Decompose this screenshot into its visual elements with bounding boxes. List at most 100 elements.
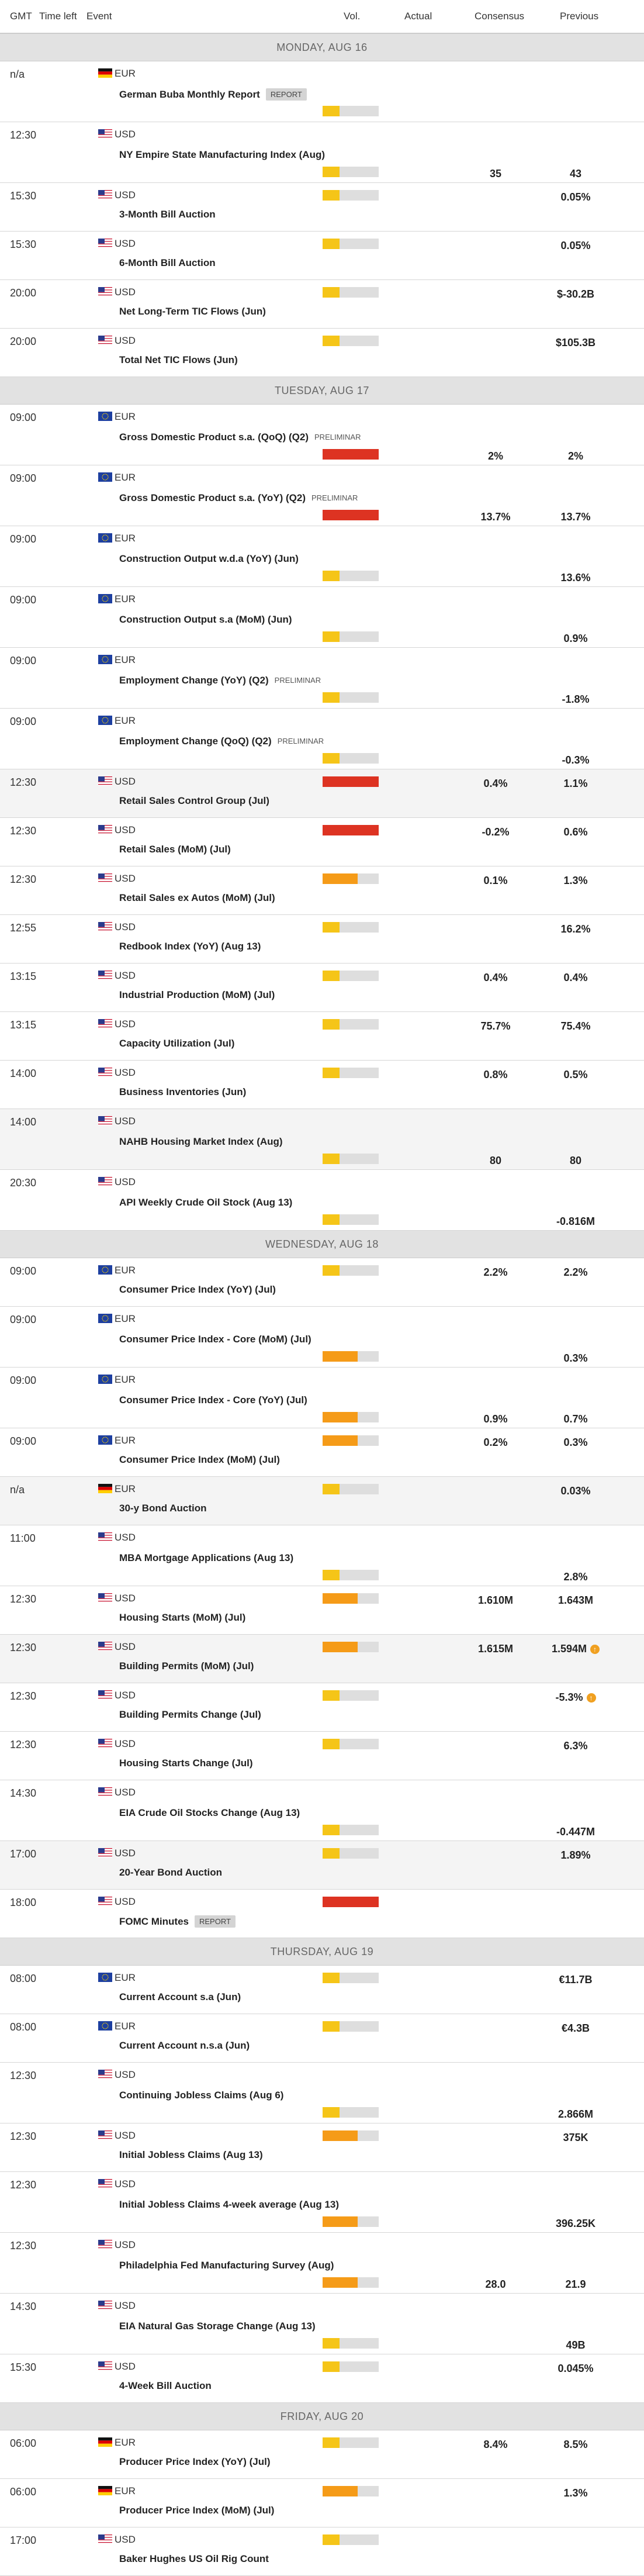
revised-icon[interactable]: ↑	[586, 1693, 596, 1703]
event-title[interactable]: NY Empire State Manufacturing Index (Aug…	[119, 149, 326, 160]
event-title[interactable]: 4-Week Bill Auction	[119, 2380, 212, 2391]
event-title[interactable]: Continuing Jobless Claims (Aug 6)	[119, 2090, 284, 2101]
event-row[interactable]: 12:30 USD NY Empire State Manufacturing In…	[0, 122, 644, 183]
event-row[interactable]: 06:00 EUR Producer Price Index (MoM) (Jul)…	[0, 2479, 644, 2527]
event-title[interactable]: EIA Crude Oil Stocks Change (Aug 13)	[119, 1807, 300, 1818]
col-actual[interactable]: Actual	[404, 11, 432, 22]
event-title[interactable]: Housing Starts (MoM) (Jul)	[119, 1612, 246, 1623]
event-row[interactable]: 09:00 EUR Employment Change (QoQ) (Q2) PREL…	[0, 709, 644, 769]
event-row[interactable]: 09:00 EUR Construction Output s.a (MoM) (J…	[0, 587, 644, 648]
event-row[interactable]: 08:00 EUR Current Account s.a (Jun) €11.7B	[0, 1966, 644, 2014]
col-vol[interactable]: Vol.	[344, 11, 361, 22]
event-title[interactable]: EIA Natural Gas Storage Change (Aug 13)	[119, 2321, 316, 2332]
event-row[interactable]: 09:00 EUR Consumer Price Index (MoM) (Jul)…	[0, 1428, 644, 1477]
event-row[interactable]: 15:30 USD 4-Week Bill Auction 0.045%	[0, 2354, 644, 2403]
event-title[interactable]: Consumer Price Index (YoY) (Jul)	[119, 1284, 276, 1295]
event-row[interactable]: 12:30 USD Retail Sales (MoM) (Jul) -0.2% 0.6…	[0, 818, 644, 866]
event-row[interactable]: 09:00 EUR Construction Output w.d.a (YoY) …	[0, 526, 644, 587]
event-row[interactable]: 09:00 EUR Gross Domestic Product s.a. (QoQ…	[0, 405, 644, 465]
event-title[interactable]: Current Account n.s.a (Jun)	[119, 2040, 250, 2051]
event-row[interactable]: 14:00 USD Business Inventories (Jun) 0.8% 0.…	[0, 1061, 644, 1109]
event-row[interactable]: 12:30 USD Housing Starts Change (Jul) 6.3%	[0, 1732, 644, 1780]
event-title[interactable]: Net Long-Term TIC Flows (Jun)	[119, 306, 266, 317]
volatility-level	[323, 1435, 358, 1446]
event-title[interactable]: Housing Starts Change (Jul)	[119, 1757, 253, 1769]
event-title[interactable]: Philadelphia Fed Manufacturing Survey (A…	[119, 2260, 334, 2271]
event-row[interactable]: 13:15 USD Capacity Utilization (Jul) 75.7% 7…	[0, 1012, 644, 1061]
event-title[interactable]: FOMC Minutes	[119, 1916, 189, 1927]
event-title[interactable]: Construction Output w.d.a (YoY) (Jun)	[119, 553, 299, 564]
event-row[interactable]: 11:00 USD MBA Mortgage Applications (Aug 1…	[0, 1525, 644, 1586]
event-row[interactable]: 09:00 EUR Gross Domestic Product s.a. (YoY…	[0, 465, 644, 526]
col-time-left[interactable]: Time left	[39, 11, 77, 22]
event-title[interactable]: German Buba Monthly Report	[119, 89, 260, 100]
event-row[interactable]: 12:30 USD Building Permits (MoM) (Jul) 1.61…	[0, 1635, 644, 1683]
event-title[interactable]: API Weekly Crude Oil Stock (Aug 13)	[119, 1197, 293, 1208]
event-title[interactable]: Building Permits (MoM) (Jul)	[119, 1660, 254, 1672]
event-row[interactable]: 20:00 USD Total Net TIC Flows (Jun) $105.3B	[0, 329, 644, 377]
event-title[interactable]: Building Permits Change (Jul)	[119, 1709, 261, 1720]
event-row[interactable]: 09:00 EUR Consumer Price Index (YoY) (Jul)…	[0, 1258, 644, 1307]
event-title[interactable]: Gross Domestic Product s.a. (YoY) (Q2)	[119, 492, 306, 503]
event-title[interactable]: Total Net TIC Flows (Jun)	[119, 354, 238, 365]
event-row[interactable]: 06:00 EUR Producer Price Index (YoY) (Jul)…	[0, 2430, 644, 2479]
event-title[interactable]: Consumer Price Index - Core (MoM) (Jul)	[119, 1334, 311, 1345]
event-row[interactable]: 20:30 USD API Weekly Crude Oil Stock (Aug …	[0, 1170, 644, 1231]
event-row[interactable]: 09:00 EUR Employment Change (YoY) (Q2) PREL…	[0, 648, 644, 709]
event-title[interactable]: 30-y Bond Auction	[119, 1503, 207, 1514]
col-consensus[interactable]: Consensus	[475, 11, 525, 22]
event-row[interactable]: 09:00 EUR Consumer Price Index - Core (YoY…	[0, 1368, 644, 1428]
event-row[interactable]: 12:30 USD Continuing Jobless Claims (Aug 6…	[0, 2063, 644, 2123]
event-row[interactable]: 12:30 USD Retail Sales ex Autos (MoM) (Jul…	[0, 866, 644, 915]
event-title[interactable]: Capacity Utilization (Jul)	[119, 1038, 235, 1049]
event-row[interactable]: n/a EUR 30-y Bond Auction 0.03%	[0, 1477, 644, 1525]
event-row[interactable]: 14:30 USD EIA Crude Oil Stocks Change (Aug…	[0, 1780, 644, 1841]
event-title[interactable]: Current Account s.a (Jun)	[119, 1991, 241, 2002]
event-row[interactable]: n/a EUR German Buba Monthly Report REPORT	[0, 61, 644, 122]
event-title[interactable]: Construction Output s.a (MoM) (Jun)	[119, 614, 292, 625]
event-title[interactable]: 20-Year Bond Auction	[119, 1867, 223, 1878]
event-title[interactable]: NAHB Housing Market Index (Aug)	[119, 1136, 283, 1147]
event-row[interactable]: 12:30 USD Building Permits Change (Jul) -5.…	[0, 1683, 644, 1732]
event-row[interactable]: 14:00 USD NAHB Housing Market Index (Aug) 8…	[0, 1109, 644, 1170]
event-title[interactable]: Business Inventories (Jun)	[119, 1086, 247, 1097]
event-title[interactable]: Gross Domestic Product s.a. (QoQ) (Q2)	[119, 431, 309, 443]
event-row[interactable]: 15:30 USD 6-Month Bill Auction 0.05%	[0, 232, 644, 280]
event-row[interactable]: 12:55 USD Redbook Index (YoY) (Aug 13) 16.2…	[0, 915, 644, 964]
event-title[interactable]: Consumer Price Index - Core (YoY) (Jul)	[119, 1394, 307, 1406]
event-title[interactable]: Producer Price Index (YoY) (Jul)	[119, 2456, 271, 2467]
event-title[interactable]: 6-Month Bill Auction	[119, 257, 216, 268]
event-row[interactable]: 18:00 USD FOMC Minutes REPORT	[0, 1890, 644, 1938]
col-previous[interactable]: Previous	[560, 11, 599, 22]
event-row[interactable]: 14:30 USD EIA Natural Gas Storage Change (…	[0, 2294, 644, 2354]
event-title[interactable]: Retail Sales ex Autos (MoM) (Jul)	[119, 892, 275, 903]
event-title[interactable]: Producer Price Index (MoM) (Jul)	[119, 2505, 275, 2516]
event-row[interactable]: 12:30 USD Initial Jobless Claims 4-week av…	[0, 2172, 644, 2233]
event-title[interactable]: Retail Sales (MoM) (Jul)	[119, 844, 231, 855]
event-title[interactable]: Employment Change (YoY) (Q2)	[119, 675, 269, 686]
event-title[interactable]: Baker Hughes US Oil Rig Count	[119, 2553, 269, 2564]
event-row[interactable]: 12:30 USD Housing Starts (MoM) (Jul) 1.610M…	[0, 1586, 644, 1635]
event-title[interactable]: Retail Sales Control Group (Jul)	[119, 795, 269, 806]
event-title[interactable]: Employment Change (QoQ) (Q2)	[119, 735, 272, 747]
event-row[interactable]: 13:15 USD Industrial Production (MoM) (Jul…	[0, 964, 644, 1012]
event-row[interactable]: 12:30 USD Initial Jobless Claims (Aug 13) 3…	[0, 2123, 644, 2172]
event-title[interactable]: 3-Month Bill Auction	[119, 209, 216, 220]
event-row[interactable]: 15:30 USD 3-Month Bill Auction 0.05%	[0, 183, 644, 232]
col-gmt[interactable]: GMT	[10, 11, 32, 22]
col-event[interactable]: Event	[86, 11, 112, 22]
event-title[interactable]: Redbook Index (YoY) (Aug 13)	[119, 941, 261, 952]
event-title[interactable]: Initial Jobless Claims (Aug 13)	[119, 2149, 263, 2160]
event-title[interactable]: Consumer Price Index (MoM) (Jul)	[119, 1454, 280, 1465]
event-row[interactable]: 08:00 EUR Current Account n.s.a (Jun) €4.3B	[0, 2014, 644, 2063]
event-row[interactable]: 17:00 USD Baker Hughes US Oil Rig Count	[0, 2527, 644, 2576]
event-row[interactable]: 17:00 USD 20-Year Bond Auction 1.89%	[0, 1841, 644, 1890]
event-title[interactable]: Initial Jobless Claims 4-week average (A…	[119, 2199, 340, 2210]
event-row[interactable]: 09:00 EUR Consumer Price Index - Core (MoM…	[0, 1307, 644, 1368]
revised-icon[interactable]: ↑	[590, 1645, 600, 1654]
event-row[interactable]: 12:30 USD Philadelphia Fed Manufacturing S…	[0, 2233, 644, 2294]
event-row[interactable]: 20:00 USD Net Long-Term TIC Flows (Jun) $-3…	[0, 280, 644, 329]
event-title[interactable]: MBA Mortgage Applications (Aug 13)	[119, 1552, 294, 1563]
event-title[interactable]: Industrial Production (MoM) (Jul)	[119, 989, 275, 1000]
event-row[interactable]: 12:30 USD Retail Sales Control Group (Jul)…	[0, 769, 644, 818]
